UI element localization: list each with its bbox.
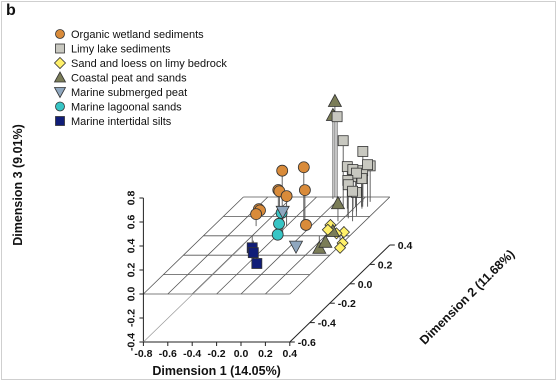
y-tick-label: 0.0 [358,279,373,291]
data-point [250,208,263,221]
data-point [333,241,347,254]
data-point [276,164,289,177]
z-tick-label: -0.4 [125,333,137,351]
legend-label: Marine lagoonal sands [71,102,182,114]
legend-marker [55,116,65,126]
y-tick-label: -0.4 [318,318,336,330]
z-tick-label: 0.8 [125,191,137,206]
legend-label: Organic wetland sediments [71,29,204,41]
floor-grid-line [143,196,244,295]
z-axis-title: Dimension 3 (9.01%) [11,124,25,246]
data-point [247,247,259,259]
legend: Organic wetland sediments Limy lake sedim… [53,29,227,128]
legend-label: Coastal peat and sands [71,73,187,85]
legend-marker [53,87,67,99]
legend-label: Marine intertidal silts [71,116,172,128]
data-point [300,219,312,231]
data-point [351,167,362,179]
data-point [337,135,349,147]
floor-grid-line [240,196,342,295]
x-tick-label: 0.0 [234,348,249,360]
legend-marker [55,29,65,39]
data-point [288,240,304,254]
z-tick-label: 0.2 [125,263,137,278]
panel-label: b [6,2,16,19]
x-tick-label: -0.4 [183,348,201,360]
legend-label: Limy lake sediments [71,44,171,56]
data-point [275,205,290,220]
floor-grid-line [265,196,366,295]
legend-label: Marine submerged peat [71,87,187,99]
data-point [327,93,343,107]
data-point [273,217,285,230]
data-point [356,173,368,185]
floor-grid-line [216,196,317,295]
legend-marker [55,101,65,112]
legend-label: Sand and loess on limy bedrock [71,58,227,70]
x-tick-label: 0.2 [258,348,273,360]
y-tick-label: 0.4 [398,240,413,252]
data-points [246,93,376,269]
data-point [271,228,284,241]
floor-grid-line [191,196,293,295]
legend-marker [53,71,67,83]
x-tick-label: 0.4 [282,348,297,360]
y-tick-label: -0.6 [298,337,316,349]
legend-marker [53,56,67,70]
data-point [362,159,374,171]
data-point [280,190,293,203]
data-point [297,161,310,174]
data-point [330,195,346,210]
x-tick-label: -0.2 [208,348,226,360]
data-point [321,223,334,236]
y-tick-label: -0.2 [338,298,356,310]
data-point [337,226,351,239]
data-point [347,185,359,197]
legend-marker [55,43,65,54]
z-tick-label: -0.2 [125,309,137,327]
y-axis-line [289,244,391,343]
z-tick-label: 0.6 [125,215,137,230]
z-tick-label: 0.0 [125,287,137,302]
data-point [331,111,343,123]
data-point [298,184,311,197]
y-tick-label: 0.2 [378,259,393,271]
data-point [357,146,369,157]
x-axis-title: Dimension 1 (14.05%) [152,364,281,378]
box-edge-line [143,244,244,343]
x-tick-label: -0.6 [159,348,177,360]
data-point [251,258,263,269]
data-point [318,234,333,248]
y-axis-title: Dimension 2 (11.68%) [417,247,517,347]
z-tick-label: 0.4 [125,239,137,254]
axes: -0.8 -0.6 -0.4 -0.2 0.0 0.2 0.4-0.6-0.4-0.20.0… [125,191,412,360]
x-tick-label: -0.8 [134,348,152,360]
